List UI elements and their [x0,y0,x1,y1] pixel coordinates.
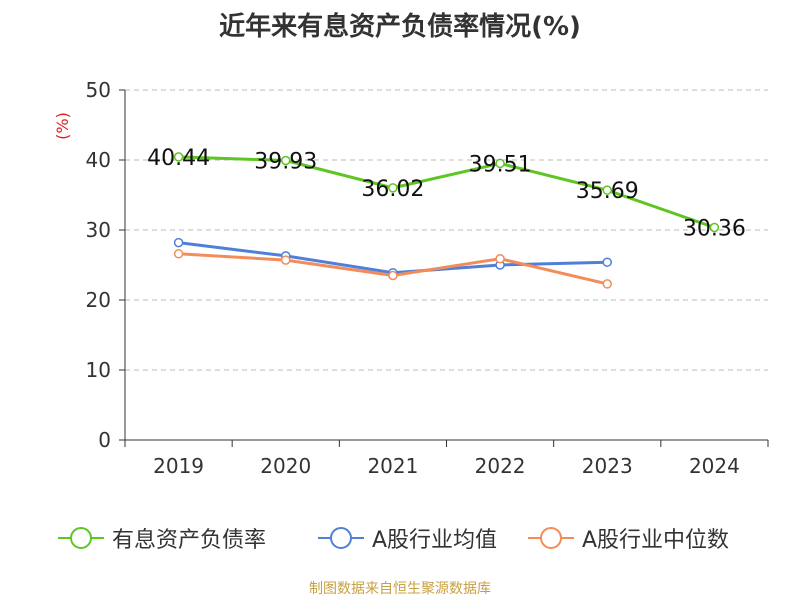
legend-label: A股行业均值 [372,528,498,553]
x-tick-label: 2021 [367,454,418,478]
legend-marker-icon [318,526,364,550]
data-point [709,222,720,233]
data-point [173,152,184,162]
y-tick-label: 30 [86,218,111,242]
x-tick-label: 2020 [260,454,311,478]
source-note: 制图数据来自恒生聚源数据库 [309,581,491,597]
data-label: 35.69 [576,179,639,204]
legend-label: A股行业中位数 [582,528,730,553]
y-tick-label: 0 [98,428,111,452]
legend-item[interactable]: A股行业中位数 [528,518,729,558]
data-point [388,183,398,193]
x-tick-label: 2019 [153,454,204,478]
data-point [602,279,612,289]
y-tick-label: 40 [86,148,111,172]
data-point [281,255,291,265]
legend-marker-icon [528,526,574,550]
x-tick-label: 2022 [475,454,526,478]
y-tick-label: 50 [86,78,111,102]
data-label: 36.02 [361,177,424,202]
data-point [173,237,184,248]
chart-title: 近年来有息资产负债率情况(%) [219,12,581,42]
data-label: 30.36 [683,216,746,241]
line-chart-plot: 0 10 20 30 40 50 (%) 2019 2020 2021 2022 2023 2024 40… [53,78,769,478]
y-tick-label: 20 [86,288,111,312]
data-point [602,185,612,195]
data-point [173,249,184,259]
data-point [495,253,505,264]
data-label: 40.44 [147,146,210,171]
data-point [602,257,612,267]
data-point [388,270,398,281]
data-point [495,158,505,169]
data-label: 39.51 [469,152,532,177]
legend-marker-icon [58,526,104,550]
x-tick-label: 2023 [582,454,633,478]
legend-item[interactable]: 有息资产负债率 [58,518,266,558]
x-tick-label: 2024 [689,454,740,478]
data-label: 39.93 [254,149,317,174]
y-tick-label: 10 [86,358,111,382]
legend-label: 有息资产负债率 [112,528,267,553]
chart-legend: 有息资产负债率 A股行业均值 A股行业中位数 [0,518,800,558]
series-line [178,155,715,229]
y-axis-label: (%) [53,112,72,140]
legend-item[interactable]: A股行业均值 [318,518,497,558]
data-point [281,155,291,166]
